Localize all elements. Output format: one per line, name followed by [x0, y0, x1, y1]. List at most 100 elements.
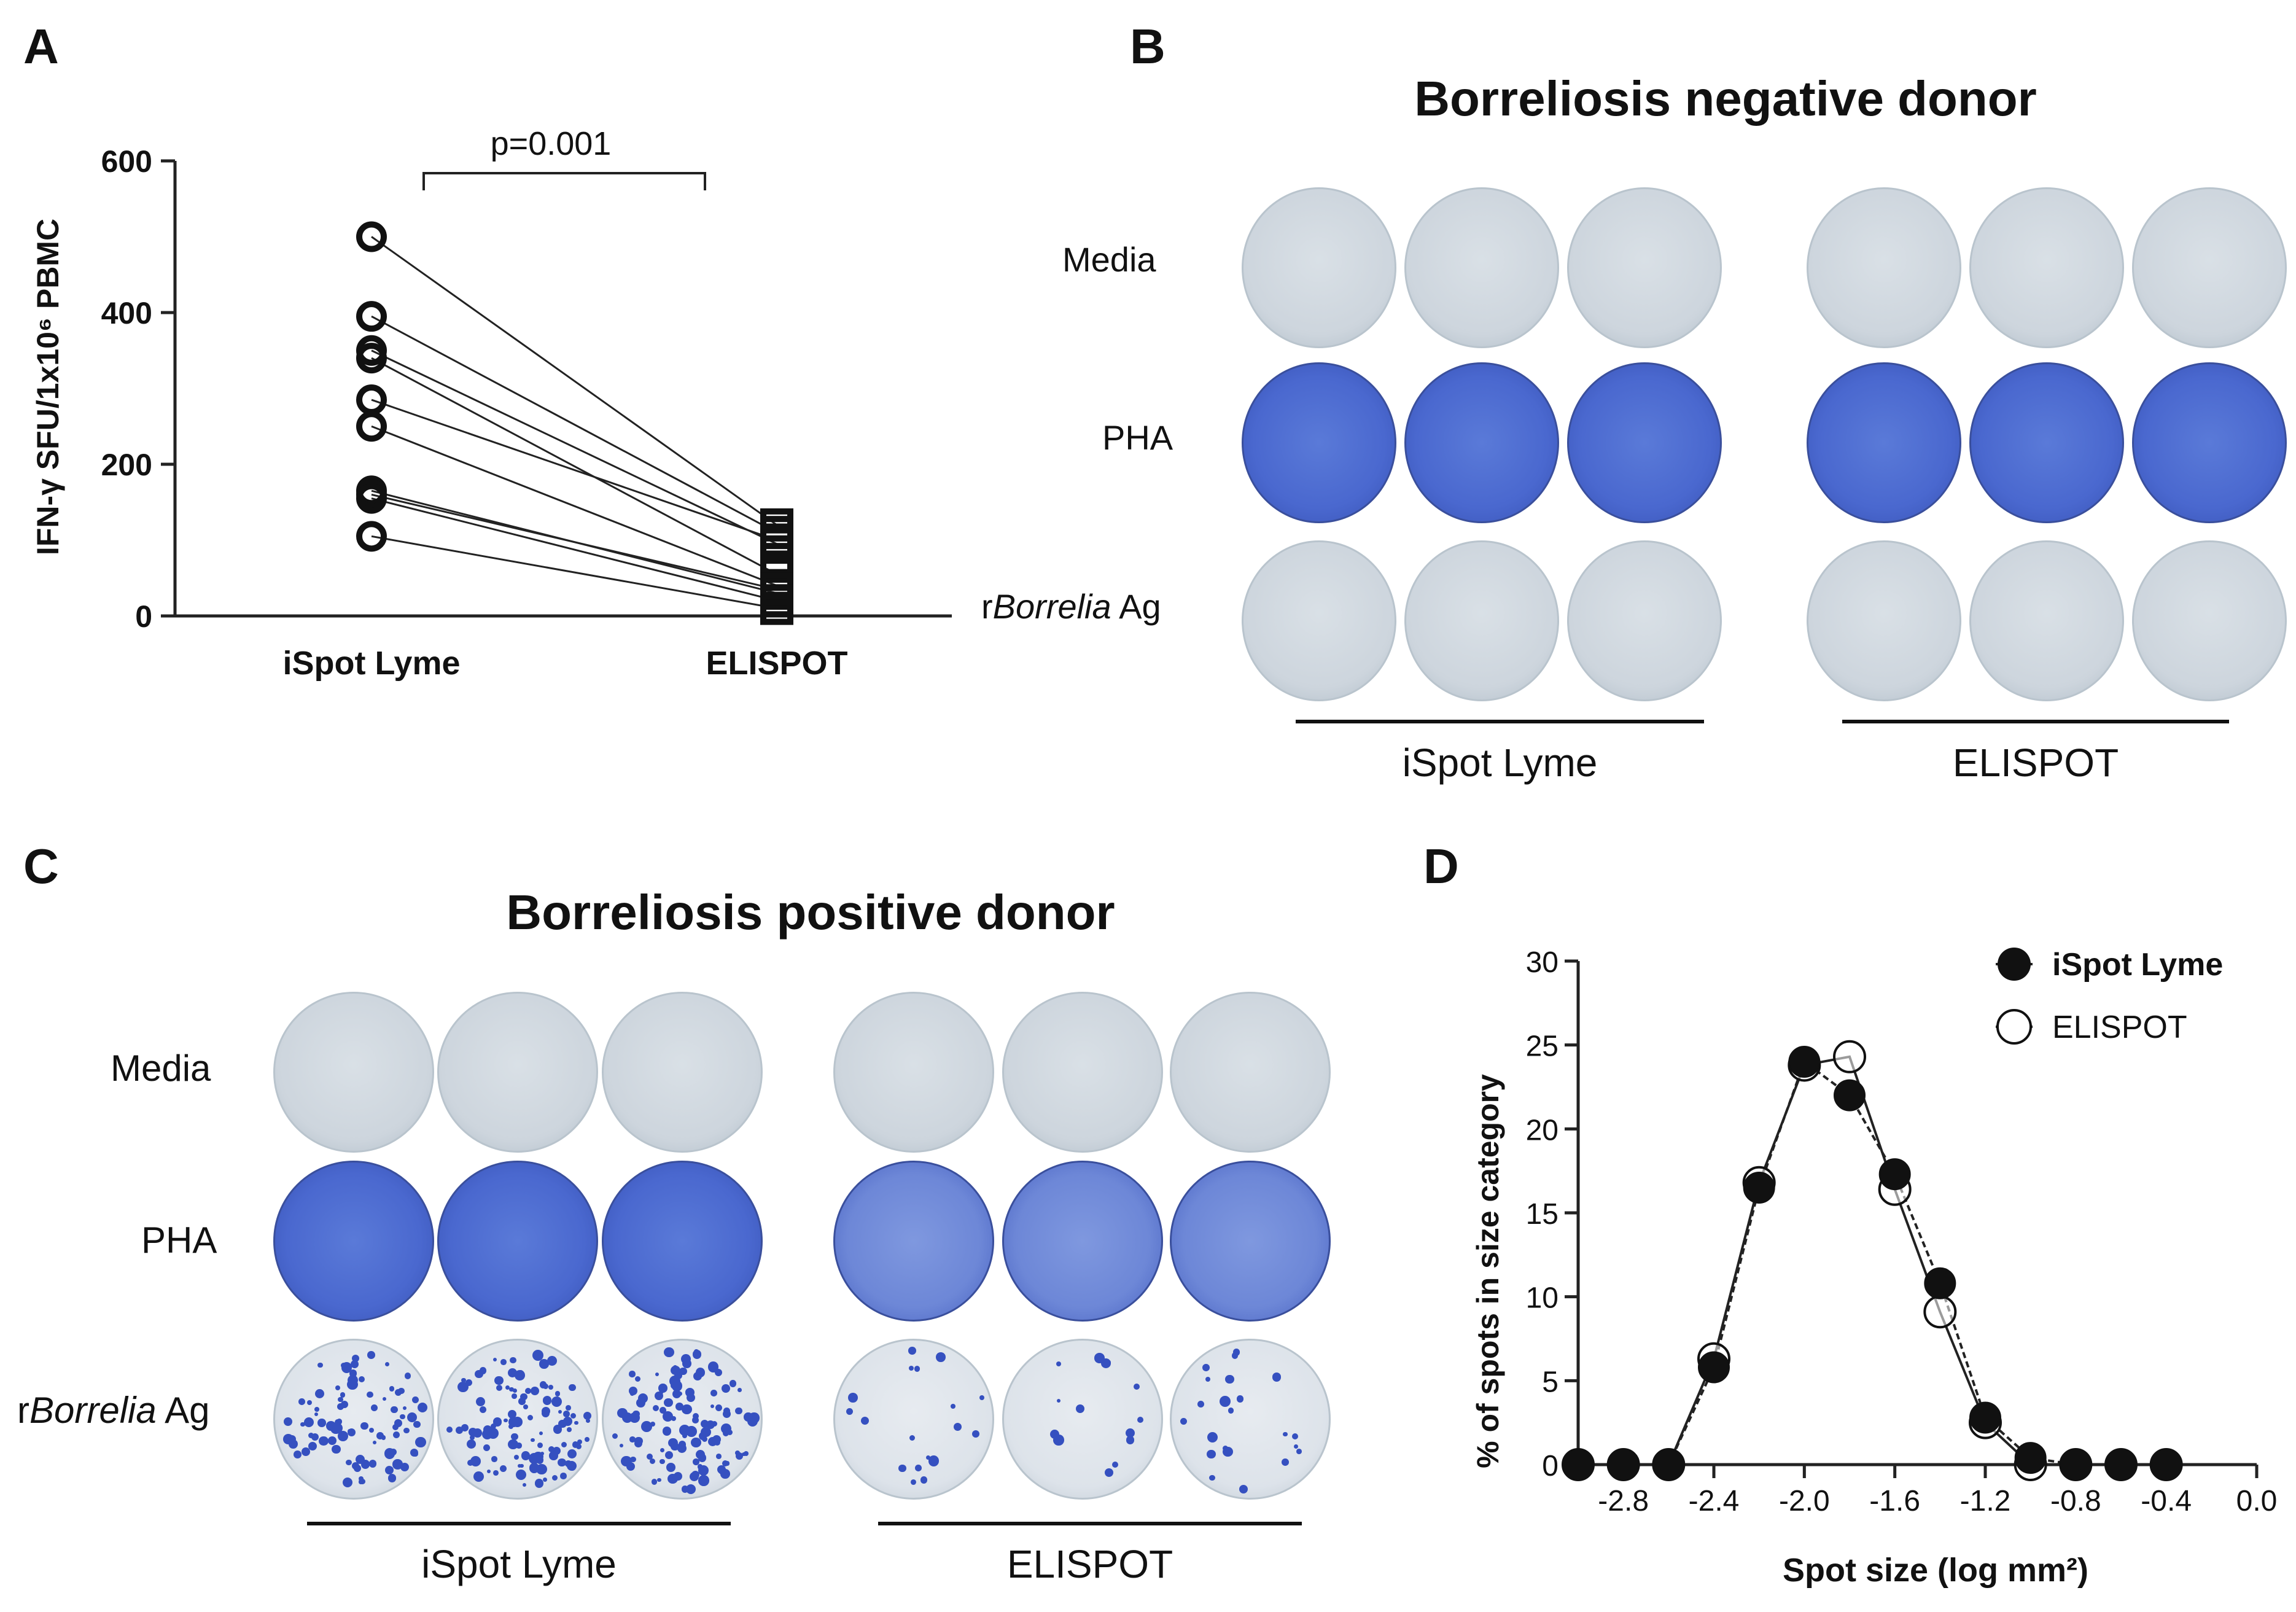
spot-dot — [531, 1387, 540, 1396]
spot-dot — [515, 1369, 525, 1380]
spot-dot — [308, 1432, 314, 1438]
panel-a-ispot-point — [356, 221, 387, 252]
spot-dot — [735, 1452, 744, 1460]
spot-dot — [655, 1372, 660, 1376]
spot-dot — [461, 1377, 466, 1383]
spot-dot — [340, 1392, 346, 1398]
spot-dot — [666, 1463, 675, 1473]
panel-b-well — [2132, 187, 2287, 348]
spot-dot — [743, 1450, 749, 1456]
panel-a-pair-line — [371, 349, 777, 545]
spot-dot — [1075, 1404, 1084, 1414]
panel-c-well — [833, 992, 994, 1153]
panel-d-xtick-label: -0.4 — [2141, 1485, 2192, 1517]
spot-dot — [410, 1415, 416, 1420]
panel-b-well — [1242, 187, 1396, 348]
panel-a-pair-line — [371, 315, 777, 534]
spot-dot — [358, 1376, 365, 1383]
spot-dot — [682, 1433, 687, 1439]
panel-a-ispot-point — [356, 301, 387, 332]
spot-dot — [716, 1453, 722, 1459]
spot-dot — [951, 1404, 956, 1409]
spot-dot — [402, 1406, 407, 1411]
spot-dot — [1283, 1431, 1288, 1437]
spot-dot — [335, 1385, 341, 1391]
spot-dot — [341, 1401, 349, 1409]
spot-dot — [620, 1443, 624, 1447]
spot-dot — [848, 1393, 858, 1403]
spot-dot — [925, 1455, 930, 1460]
spot-dot — [500, 1465, 507, 1473]
panel-d-xtick-label: 0.0 — [2236, 1485, 2278, 1517]
spot-dot — [641, 1421, 653, 1433]
spot-dot — [660, 1459, 665, 1465]
spot-dot — [636, 1398, 645, 1408]
spot-dot — [483, 1444, 491, 1451]
panel-a-pair-line — [371, 399, 777, 541]
panel-d-ispot-point — [1924, 1267, 1956, 1299]
panel-a-pair-line — [371, 493, 777, 591]
spot-dot — [629, 1436, 636, 1443]
panel-d-ispot-point — [1743, 1172, 1775, 1204]
panel-c-well — [602, 1161, 763, 1322]
spot-dot — [651, 1479, 658, 1485]
spot-dot — [1105, 1468, 1114, 1477]
spot-dot — [467, 1459, 473, 1466]
spot-dot — [398, 1387, 405, 1395]
spot-dot — [370, 1404, 378, 1411]
spot-dot — [722, 1409, 731, 1418]
spot-dot — [681, 1485, 689, 1493]
panel-c-well — [1170, 1161, 1331, 1322]
panel-b-well — [1404, 540, 1559, 701]
spot-dot — [483, 1425, 492, 1435]
panel-d-ytick-label: 20 — [1526, 1114, 1559, 1147]
panel-a-xcat-label: iSpot Lyme — [282, 645, 460, 682]
spot-dot — [521, 1451, 531, 1460]
spot-dot — [721, 1384, 730, 1393]
panel-b-group-ispot: iSpot Lyme — [1402, 741, 1598, 785]
spot-dot — [626, 1462, 636, 1471]
spot-dot — [319, 1436, 329, 1446]
spot-dot — [663, 1411, 674, 1422]
panel-d-ispot-point — [1607, 1449, 1640, 1481]
legend-marker-ispot — [1998, 948, 2031, 981]
spot-dot — [512, 1393, 518, 1399]
spot-dot — [417, 1402, 427, 1413]
panel-d-ispot-point — [2014, 1442, 2047, 1474]
spot-dot — [629, 1391, 634, 1396]
spot-dot — [685, 1425, 697, 1437]
spot-dot — [1220, 1396, 1231, 1408]
spot-dot — [473, 1471, 484, 1482]
spot-dot — [352, 1355, 360, 1363]
spot-dot — [1239, 1484, 1248, 1494]
panel-c-rule-ispot — [307, 1522, 731, 1525]
panel-a-pair-line — [371, 357, 777, 575]
panel-d-xtick-label: -0.8 — [2050, 1485, 2101, 1517]
spot-dot — [475, 1396, 486, 1407]
spot-dot — [744, 1412, 753, 1422]
spot-dot — [660, 1447, 665, 1452]
panel-b-rule-ispot — [1296, 720, 1704, 723]
panel-d-ispot-point — [2150, 1449, 2182, 1481]
spot-dot — [540, 1451, 545, 1456]
spot-dot — [479, 1366, 487, 1374]
spot-dot — [647, 1453, 653, 1460]
panel-b-letter: B — [1130, 19, 1166, 74]
spot-dot — [332, 1444, 341, 1454]
spot-dot — [475, 1369, 483, 1378]
spot-dot — [381, 1435, 386, 1441]
spot-dot — [682, 1359, 691, 1368]
spot-dot — [1197, 1401, 1204, 1408]
spot-dot — [486, 1470, 491, 1474]
panel-c-well — [1170, 1339, 1331, 1500]
spot-dot — [390, 1448, 397, 1455]
panel-c-group-ispot: iSpot Lyme — [421, 1542, 617, 1586]
panel-c-well — [273, 992, 434, 1153]
panel-a-ispot-point — [356, 483, 387, 514]
spot-dot — [387, 1474, 397, 1482]
panel-d-letter: D — [1423, 839, 1459, 894]
panel-c-row-ag-suffix: Ag — [156, 1390, 210, 1431]
panel-d-ispot-point — [1788, 1046, 1821, 1078]
panel-d-ispot-point — [1562, 1449, 1594, 1481]
spot-dot — [687, 1390, 695, 1397]
